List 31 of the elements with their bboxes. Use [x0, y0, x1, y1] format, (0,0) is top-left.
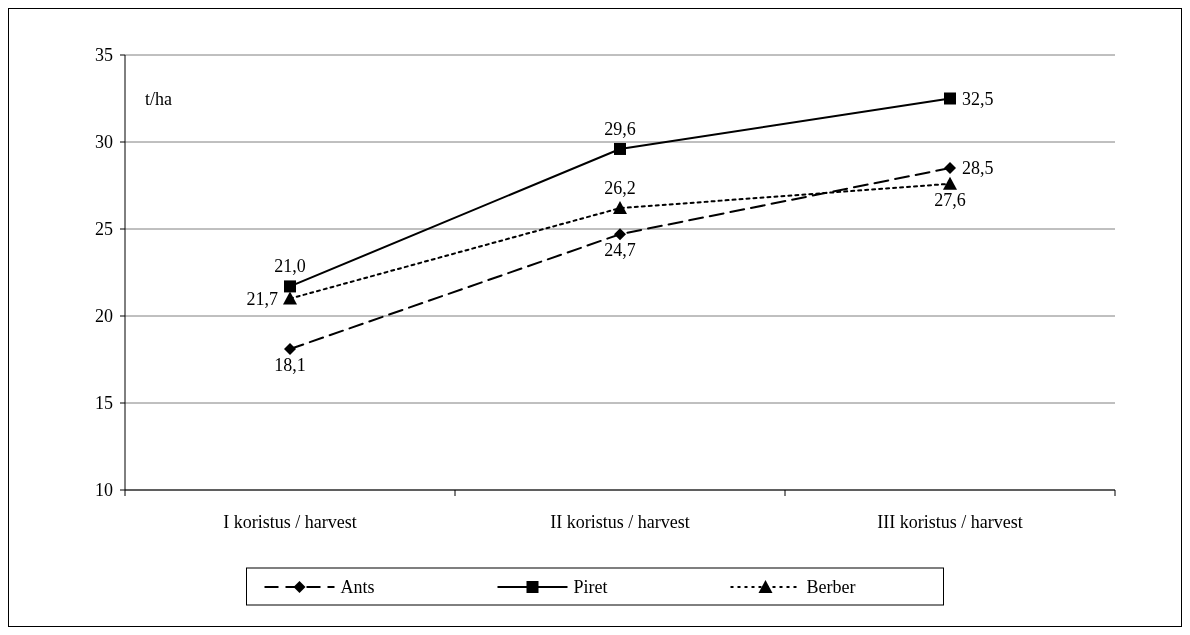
legend-label: Berber — [806, 577, 856, 598]
point — [614, 142, 626, 155]
point — [943, 176, 957, 190]
data-label: 18,1 — [274, 355, 306, 376]
point — [284, 280, 296, 293]
data-label: 32,5 — [962, 88, 994, 109]
x-tick-label: I koristus / harvest — [223, 512, 357, 532]
y-tick-label: 10 — [95, 480, 113, 501]
data-label: 21,0 — [274, 255, 306, 276]
data-label: 21,7 — [246, 289, 278, 310]
data-label: 29,6 — [604, 118, 636, 139]
legend-label: Ants — [340, 577, 375, 598]
point — [614, 228, 626, 241]
y-tick-label: 35 — [95, 45, 113, 66]
y-tick-label: 25 — [95, 219, 113, 240]
point — [283, 291, 297, 305]
y-tick-label: 20 — [95, 306, 113, 327]
x-tick-label: III koristus / harvest — [877, 512, 1023, 532]
data-label: 24,7 — [604, 240, 636, 261]
point — [284, 343, 296, 356]
point — [944, 92, 956, 105]
data-label: 27,6 — [934, 189, 966, 210]
data-label: 26,2 — [604, 178, 636, 199]
point — [944, 162, 956, 175]
y-axis-title: t/ha — [145, 89, 172, 109]
y-tick-label: 15 — [95, 393, 113, 414]
data-label: 28,5 — [962, 158, 994, 179]
point — [613, 201, 627, 215]
x-tick-label: II koristus / harvest — [550, 512, 690, 532]
legend-label: Piret — [573, 577, 608, 598]
y-tick-label: 30 — [95, 132, 113, 153]
